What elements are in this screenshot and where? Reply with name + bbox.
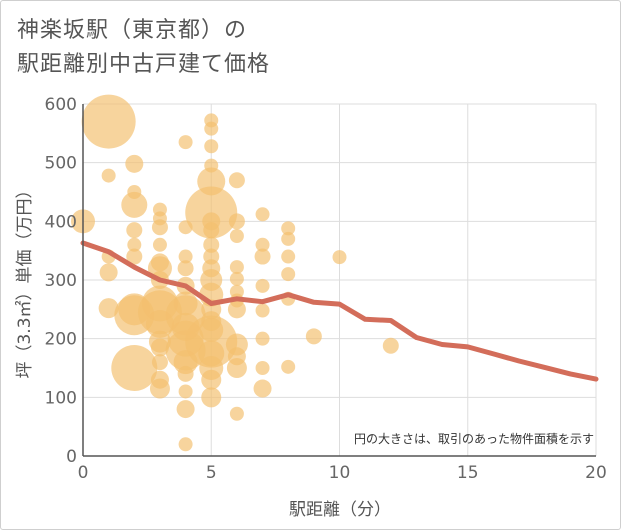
bubble-84 [255, 361, 270, 375]
y-tick-label-500: 500 [45, 154, 77, 174]
bubble-27 [151, 354, 168, 371]
bubble-80 [254, 248, 271, 265]
bubble-17 [151, 219, 168, 236]
bubble-10 [127, 237, 142, 252]
bubble-86 [281, 221, 296, 236]
y-tick-label-0: 0 [66, 447, 77, 467]
bubble-44 [178, 437, 193, 452]
bubble-85 [253, 379, 272, 398]
bubble-32 [178, 249, 193, 264]
y-tick-label-200: 200 [45, 330, 77, 350]
bubble-66 [228, 172, 245, 189]
chart-title: 神楽坂駅（東京都）の 駅距離別中古戸建て価格 [17, 14, 270, 82]
bubble-92 [305, 328, 322, 345]
bubble-4 [99, 263, 118, 282]
x-tick-label-20: 20 [585, 463, 607, 483]
bubble-11 [126, 248, 143, 265]
x-tick-label-0: 0 [78, 463, 89, 483]
bubble-65 [201, 387, 222, 408]
bubble-83 [255, 331, 270, 346]
bubble-82 [255, 303, 270, 318]
bubble-8 [121, 191, 148, 218]
bubble-6 [125, 154, 144, 173]
bubble-70 [229, 271, 244, 286]
bubble-69 [229, 260, 244, 275]
y-tick-label-300: 300 [45, 271, 77, 291]
bubble-78 [255, 207, 270, 222]
tick-labels: 0 100 200 300 400 500 600 0 5 10 15 20 [45, 95, 607, 483]
bubble-9 [126, 222, 143, 239]
bubble-68 [229, 229, 244, 243]
bubble-64 [201, 369, 222, 390]
x-tick-label-15: 15 [457, 463, 479, 483]
x-tick-label-5: 5 [206, 463, 217, 483]
bubble-14 [111, 345, 158, 391]
chart-title-line1: 神楽坂駅（東京都）の [17, 18, 248, 43]
bubble-30 [178, 135, 193, 150]
bubble-76 [226, 358, 247, 378]
bubble-89 [281, 267, 296, 282]
bubble-41 [177, 365, 194, 382]
axes [82, 104, 596, 457]
bubble-67 [228, 213, 245, 230]
y-tick-label-400: 400 [45, 212, 77, 232]
bubble-73 [227, 300, 246, 319]
chart-title-line2: 駅距離別中古戸建て価格 [17, 52, 271, 77]
bubble-88 [281, 249, 296, 264]
bubble-93 [332, 250, 347, 265]
bubble-18 [152, 237, 167, 252]
bubble-29 [149, 378, 170, 399]
bubble-47 [204, 139, 219, 154]
y-tick-label-600: 600 [45, 95, 77, 115]
bubble-94 [382, 337, 399, 354]
bubble-series [71, 94, 399, 452]
bubble-46 [204, 121, 219, 136]
y-axis-title: 坪（3.3㎡）単価（万円） [15, 181, 35, 378]
bubble-size-note: 円の大きさは、取引のあった物件面積を示す [354, 431, 594, 446]
bubble-87 [281, 231, 296, 246]
bubble-53 [203, 236, 220, 253]
bubble-5 [98, 298, 119, 319]
bubble-26 [150, 338, 169, 357]
trend-line [80, 240, 599, 382]
x-tick-label-10: 10 [329, 463, 351, 483]
bubble-2 [101, 168, 116, 183]
bubble-52 [203, 222, 220, 239]
bubble-33 [177, 260, 194, 277]
bubble-91 [281, 359, 296, 374]
bubble-43 [176, 400, 195, 419]
bubble-79 [255, 237, 270, 252]
bubble-81 [255, 278, 270, 293]
bubble-1 [81, 94, 136, 149]
bubble-77 [229, 406, 244, 421]
y-tick-label-100: 100 [45, 388, 77, 408]
x-axis-title: 駅距離（分） [289, 500, 391, 520]
bubble-42 [178, 384, 193, 399]
